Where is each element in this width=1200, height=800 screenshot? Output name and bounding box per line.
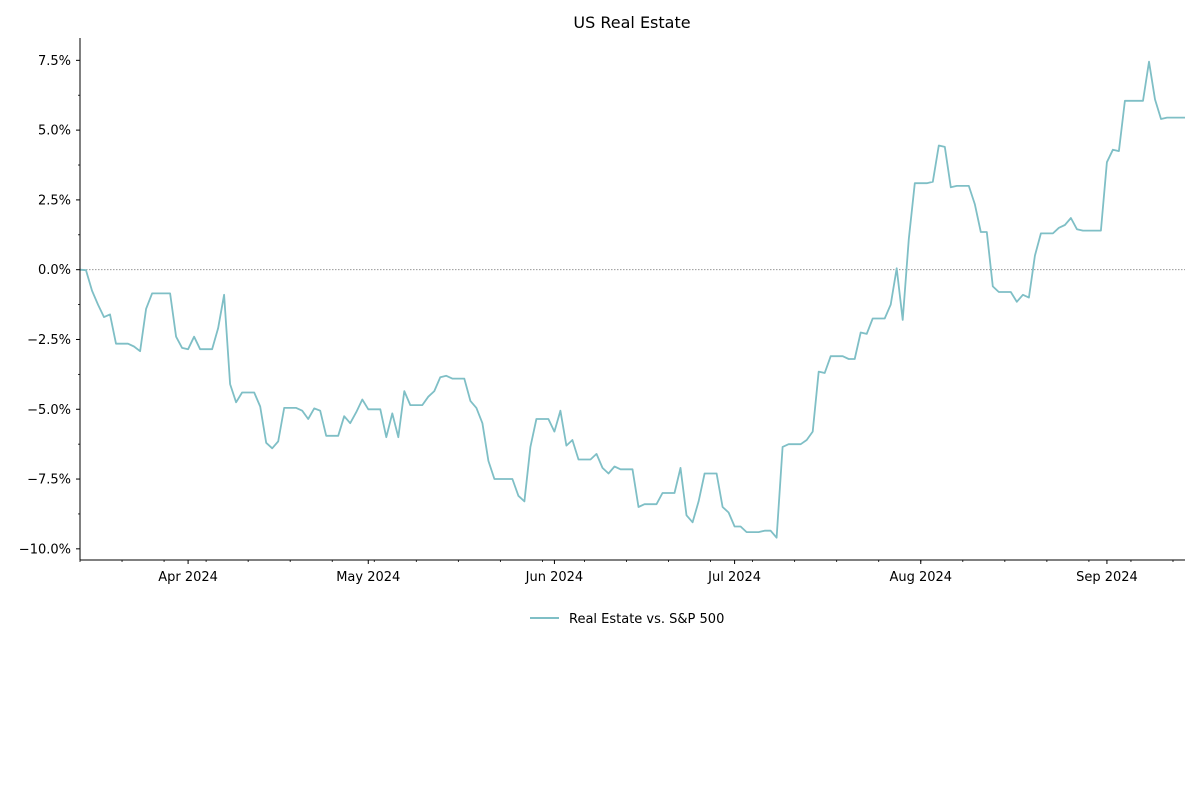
- y-tick-label: 7.5%: [38, 54, 71, 69]
- x-tick-label: Apr 2024: [158, 570, 218, 585]
- y-ticks-group: −10.0% −7.5% −5.0% −2.5% 0.0% 2.5% 5.0% 7.5%: [19, 54, 80, 557]
- legend-label: Real Estate vs. S&P 500: [569, 612, 724, 627]
- y-tick-label: −7.5%: [27, 473, 71, 488]
- x-ticks-group: Apr 2024 May 2024 Jun 2024 Jul 2024 Aug 2024…: [79, 560, 1174, 585]
- y-tick-label: −10.0%: [19, 542, 71, 557]
- y-tick-label: −2.5%: [27, 333, 71, 348]
- x-tick-label: Sep 2024: [1076, 570, 1138, 585]
- legend: Real Estate vs. S&P 500: [530, 612, 724, 627]
- series-group: [79, 60, 1185, 539]
- y-tick-label: 0.0%: [38, 263, 71, 278]
- y-tick-label: 5.0%: [38, 124, 71, 139]
- axes-group: [79, 38, 1185, 561]
- x-tick-label: Jun 2024: [525, 570, 584, 585]
- x-tick-label: May 2024: [336, 570, 400, 585]
- y-tick-label: 2.5%: [38, 193, 71, 208]
- y-tick-label: −5.0%: [27, 403, 71, 418]
- chart-title: US Real Estate: [573, 13, 690, 32]
- x-tick-label: Jul 2024: [707, 570, 761, 585]
- series-line-0: [79, 60, 1185, 539]
- x-tick-label: Aug 2024: [889, 570, 952, 585]
